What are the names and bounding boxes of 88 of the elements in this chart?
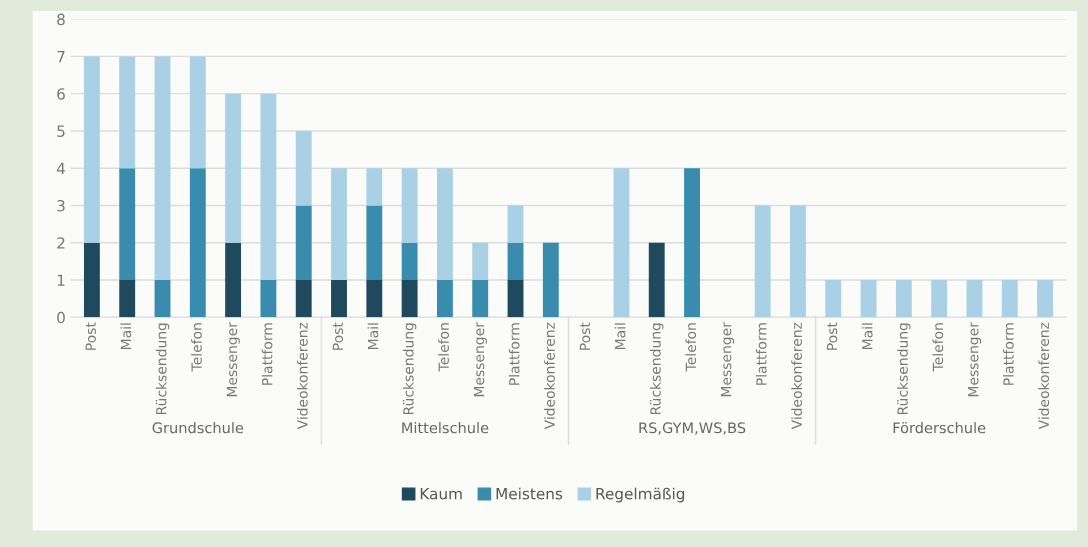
- y-tick-label: 6: [57, 88, 65, 100]
- bar: [295, 205, 312, 280]
- bar: [472, 280, 489, 318]
- x-tick-label: Post: [826, 322, 838, 350]
- bar: [1037, 280, 1053, 318]
- x-tick-label: Messenger: [226, 322, 240, 397]
- bar: [542, 242, 559, 318]
- bar: [295, 280, 312, 318]
- y-tick-label: 5: [57, 125, 65, 137]
- x-tick-label: Telefon: [191, 323, 202, 372]
- legend-label: Regelmäßig: [596, 487, 685, 503]
- bar: [401, 280, 418, 318]
- x-tick-label: Messenger: [721, 322, 735, 397]
- y-tick-label: 8: [57, 13, 65, 26]
- bar: [648, 242, 665, 318]
- bar: [895, 280, 912, 318]
- x-tick-label: Plattform: [508, 323, 520, 385]
- x-tick-label: Rücksendung: [155, 323, 170, 415]
- legend-label: Meistens: [496, 487, 563, 500]
- x-tick-label: Rücksendung: [650, 323, 664, 415]
- x-tick-label: Rücksendung: [897, 323, 911, 415]
- x-tick-label: Telefon: [932, 323, 944, 372]
- bar: [790, 205, 806, 318]
- text: Grundschule: [152, 422, 244, 434]
- bar: [966, 280, 983, 318]
- bar: [401, 242, 418, 280]
- x-tick-label: Rücksendung: [402, 323, 417, 415]
- bar: [507, 205, 524, 243]
- bar: [436, 168, 453, 280]
- bar: [119, 168, 136, 280]
- bar: [366, 205, 383, 280]
- text: RS,GYM,WS,BS: [639, 422, 746, 435]
- bar: [225, 242, 242, 318]
- legend-label: Kaum: [420, 488, 462, 500]
- bar: [436, 280, 453, 318]
- x-tick-label: Videokonferenz: [296, 322, 308, 430]
- bar: [684, 168, 700, 318]
- bar: [225, 93, 242, 243]
- bar: [119, 56, 136, 169]
- y-tick-label: 7: [57, 51, 65, 63]
- bar: [1001, 280, 1018, 318]
- bar: [154, 56, 171, 280]
- bar: [83, 242, 100, 318]
- bar: [366, 280, 383, 318]
- x-tick-label: Videokonferenz: [791, 322, 802, 430]
- bar: [860, 280, 877, 318]
- bar: [331, 280, 347, 318]
- bar: [154, 280, 171, 318]
- text: Mittelschule: [402, 422, 489, 434]
- bar: [189, 168, 206, 318]
- x-tick-label: Telefon: [685, 323, 697, 372]
- bar: [366, 168, 383, 206]
- y-tick-label: 4: [56, 162, 65, 175]
- y-tick-label: 1: [57, 274, 65, 286]
- bar: [189, 56, 206, 169]
- x-tick-label: Plattform: [261, 323, 273, 385]
- x-tick-label: Mail: [367, 323, 379, 349]
- bar: [260, 93, 277, 280]
- x-tick-label: Mail: [861, 323, 873, 349]
- bar: [931, 280, 948, 318]
- x-tick-label: Post: [579, 322, 591, 350]
- x-tick-label: Telefon: [438, 323, 449, 372]
- bar: [754, 205, 771, 318]
- bar: [825, 280, 842, 318]
- y-tick-label: 3: [57, 199, 65, 212]
- bar: [507, 280, 524, 318]
- x-tick-label: Plattform: [1003, 323, 1014, 385]
- x-tick-label: Post: [332, 322, 344, 350]
- x-tick-label: Mail: [614, 323, 626, 349]
- x-tick-label: Plattform: [755, 323, 767, 385]
- x-tick-label: Videokonferenz: [1038, 322, 1050, 430]
- bar: [507, 242, 524, 280]
- bar: [83, 56, 100, 243]
- y-tick-label: 2: [57, 237, 65, 249]
- x-tick-label: Messenger: [968, 322, 982, 397]
- bar: [472, 242, 489, 280]
- x-tick-label: Messenger: [473, 322, 487, 397]
- x-tick-label: Mail: [120, 323, 132, 349]
- x-tick-label: Videokonferenz: [544, 322, 555, 430]
- bar: [295, 130, 312, 206]
- text: Förderschule: [893, 422, 986, 434]
- bar: [119, 280, 136, 318]
- bar: [613, 168, 630, 318]
- x-tick-label: Post: [85, 322, 96, 350]
- bar: [401, 168, 418, 243]
- bar: [260, 280, 277, 318]
- y-tick-label: 0: [57, 311, 65, 324]
- bar: [331, 168, 347, 280]
